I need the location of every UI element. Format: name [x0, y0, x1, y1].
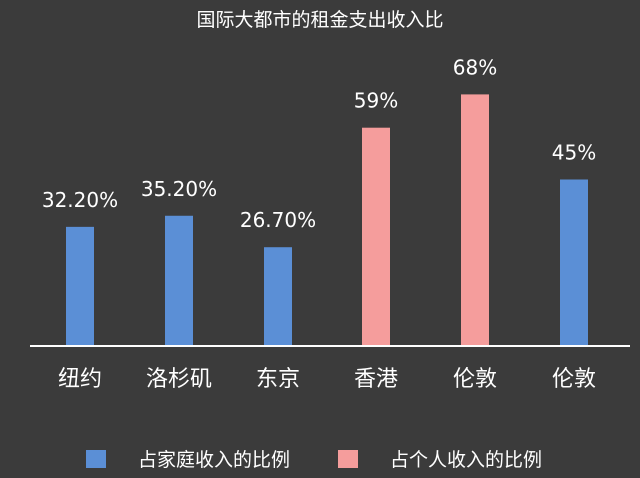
- bar-1: [165, 215, 193, 346]
- bar-5: [560, 179, 588, 346]
- legend-swatch-1: [338, 450, 358, 468]
- legend-label-1: 占个人收入的比例: [390, 449, 542, 471]
- bar-value-label-0: 32.20%: [42, 188, 118, 212]
- bar-4: [461, 94, 489, 347]
- bar-3: [362, 127, 390, 346]
- chart-title: 国际大都市的租金支出收入比: [196, 9, 443, 31]
- category-label-4: 伦敦: [453, 367, 497, 392]
- legend-label-0: 占家庭收入的比例: [138, 449, 290, 471]
- bar-2: [264, 247, 292, 346]
- bar-value-label-1: 35.20%: [141, 177, 217, 201]
- category-label-3: 香港: [354, 367, 398, 392]
- category-label-2: 东京: [256, 367, 300, 392]
- bar-value-label-4: 68%: [453, 55, 497, 79]
- bar-0: [66, 226, 94, 346]
- legend: 占家庭收入的比例 占个人收入的比例: [86, 449, 542, 471]
- category-labels-group: 纽约 洛杉矶 东京 香港 伦敦 伦敦: [58, 367, 596, 392]
- category-label-5: 伦敦: [552, 367, 596, 392]
- legend-swatch-0: [86, 450, 106, 468]
- bars-group: [66, 94, 588, 347]
- category-label-1: 洛杉矶: [146, 367, 212, 392]
- bar-value-label-2: 26.70%: [240, 208, 316, 232]
- category-label-0: 纽约: [58, 367, 102, 392]
- bar-value-label-5: 45%: [552, 141, 596, 165]
- value-labels-group: 32.20% 35.20% 26.70% 59% 68% 45%: [42, 55, 596, 232]
- bar-value-label-3: 59%: [354, 89, 398, 113]
